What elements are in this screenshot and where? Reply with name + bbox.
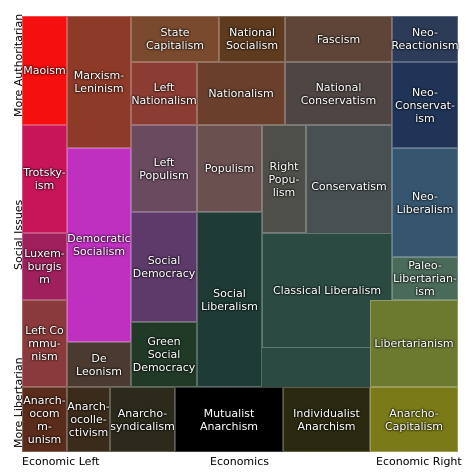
ideology-cell: Neo- Liberalism (392, 148, 458, 257)
ideology-cell: Left Nationalism (131, 62, 197, 125)
ideology-cell: Maoism (22, 16, 67, 125)
ideology-cell: Neo- Conservat- ism (392, 62, 458, 148)
ideology-cell: Social Democracy (131, 212, 197, 322)
ideology-cell: Green Social Democracy (131, 322, 197, 387)
ideology-cell: Democratic Socialism (67, 148, 131, 342)
ideology-cell: National Conservatism (285, 62, 392, 125)
ideology-cell: Classical Liberalism (262, 233, 392, 348)
ideology-cell: Anarch- ocolle- ctivism (67, 387, 110, 452)
ideology-cell: Left Co mmu- nism (22, 300, 67, 387)
ideology-cell: Left Populism (131, 125, 197, 212)
ideology-cell: Trotsky- ism (22, 125, 67, 233)
ideology-cell: Neo- Reactionism (391, 16, 459, 62)
ideology-cell: Social Liberalism (197, 212, 262, 387)
ideology-cell: Luxem- burgis m (22, 233, 67, 300)
ideology-cell: Conservatism (306, 125, 392, 248)
ideology-cell: Anarcho- syndicalism (110, 387, 175, 452)
ideology-cell: State Capitalism (131, 16, 219, 62)
ideology-cell: Right Popu- lism (262, 125, 306, 233)
axis-label: Economic Left (22, 455, 100, 468)
ideology-cell: Marxism- Leninism (67, 16, 131, 148)
ideology-cell: Nationalism (197, 62, 285, 125)
axis-label: Economic Right (376, 455, 462, 468)
ideology-cell: Anarcho- Capitalism (370, 387, 458, 452)
ideology-cell: Populism (197, 125, 262, 212)
ideology-cell: De Leonism (67, 342, 131, 387)
ideology-cell: Mutualist Anarchism (175, 387, 283, 452)
ideology-cell: National Socialism (219, 16, 285, 62)
axis-label: Economics (210, 455, 269, 468)
ideology-cell: Libertarianism (370, 300, 458, 387)
ideology-cell: Individualist Anarchism (283, 387, 370, 452)
ideology-cell: Fascism (285, 16, 392, 62)
region (262, 348, 370, 387)
ideology-cell: Anarch- ocom m- unism (22, 387, 67, 452)
ideology-cell: Paleo- Libertarian- ism (392, 257, 458, 300)
